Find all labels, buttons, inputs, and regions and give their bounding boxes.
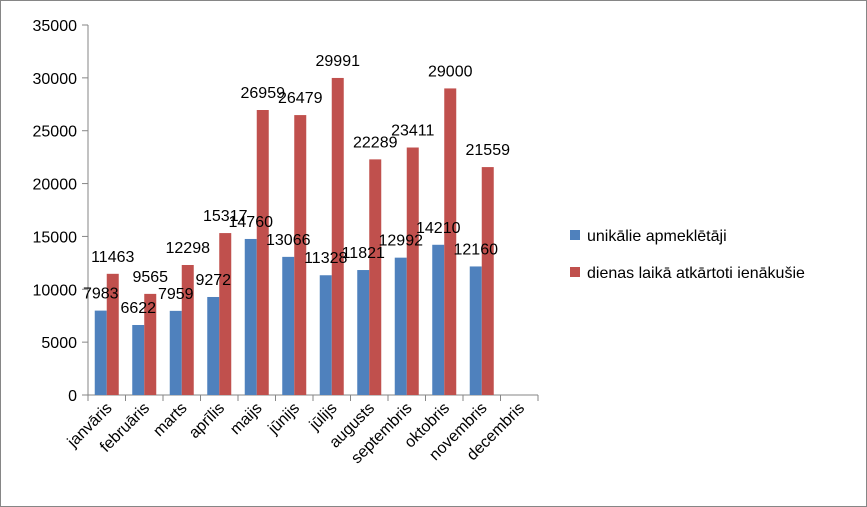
data-label: 26479 xyxy=(278,90,323,107)
bar xyxy=(331,77,344,396)
bar xyxy=(319,275,332,395)
bar xyxy=(432,244,445,395)
data-label: 14210 xyxy=(416,220,461,237)
y-tick-label: 0 xyxy=(68,388,77,405)
x-tick-label: jūnijs xyxy=(265,400,304,439)
bar xyxy=(144,293,157,395)
data-label: 29991 xyxy=(316,53,361,70)
data-label: 7983 xyxy=(83,286,119,303)
y-tick-label: 10000 xyxy=(33,282,78,299)
y-tick-label: 20000 xyxy=(33,177,78,194)
bar xyxy=(207,296,220,395)
bar xyxy=(181,264,194,395)
data-label: 9272 xyxy=(195,272,231,289)
legend-label: unikālie apmeklētāji xyxy=(587,228,727,245)
y-tick-label: 15000 xyxy=(33,229,78,246)
bar xyxy=(294,115,307,396)
data-label: 12298 xyxy=(166,240,211,257)
data-label: 21559 xyxy=(466,142,511,159)
y-tick-label: 30000 xyxy=(33,71,78,88)
x-tick-label: marts xyxy=(150,400,190,440)
data-label: 14760 xyxy=(229,214,274,231)
legend-swatch xyxy=(570,230,580,240)
data-label: 6622 xyxy=(120,300,156,317)
bar xyxy=(106,273,119,395)
bar xyxy=(219,233,232,395)
bar xyxy=(94,310,107,395)
bar xyxy=(469,266,482,395)
data-label: 23411 xyxy=(391,123,434,140)
y-tick-label: 35000 xyxy=(33,18,78,35)
y-tick-label: 25000 xyxy=(33,124,78,141)
x-tick-label: aprīlis xyxy=(186,400,228,442)
legend-label: dienas laikā atkārtoti ienākušie xyxy=(587,265,805,282)
legend: unikālie apmeklētāji dienas laikā atkārto… xyxy=(570,228,805,282)
data-label: 7959 xyxy=(158,286,194,303)
data-label: 11463 xyxy=(91,249,134,266)
bar xyxy=(132,324,145,395)
x-tick-label: maijs xyxy=(227,400,265,438)
bars xyxy=(94,77,494,396)
bar xyxy=(369,159,382,395)
data-label: 11328 xyxy=(304,250,347,267)
data-label: 22289 xyxy=(353,134,398,151)
data-label: 11821 xyxy=(342,245,385,262)
bar xyxy=(244,238,257,395)
data-label: 9565 xyxy=(132,269,168,286)
bar xyxy=(406,147,419,395)
bar xyxy=(256,110,269,396)
data-label: 12992 xyxy=(379,233,424,250)
bar xyxy=(282,256,295,395)
bar xyxy=(357,270,370,395)
bar xyxy=(444,88,457,395)
bar xyxy=(394,257,407,395)
y-tick-label: 5000 xyxy=(41,335,77,352)
data-label: 29000 xyxy=(428,63,473,80)
data-label: 26959 xyxy=(241,85,286,102)
y-axis-ticks: 0 5000 10000 15000 20000 25000 30000 35000 xyxy=(33,18,88,405)
bar xyxy=(169,310,182,395)
data-label: 15317 xyxy=(203,208,248,225)
data-label: 12160 xyxy=(454,241,499,258)
data-label: 13066 xyxy=(266,232,311,249)
bar xyxy=(481,167,494,395)
legend-swatch xyxy=(570,267,580,277)
